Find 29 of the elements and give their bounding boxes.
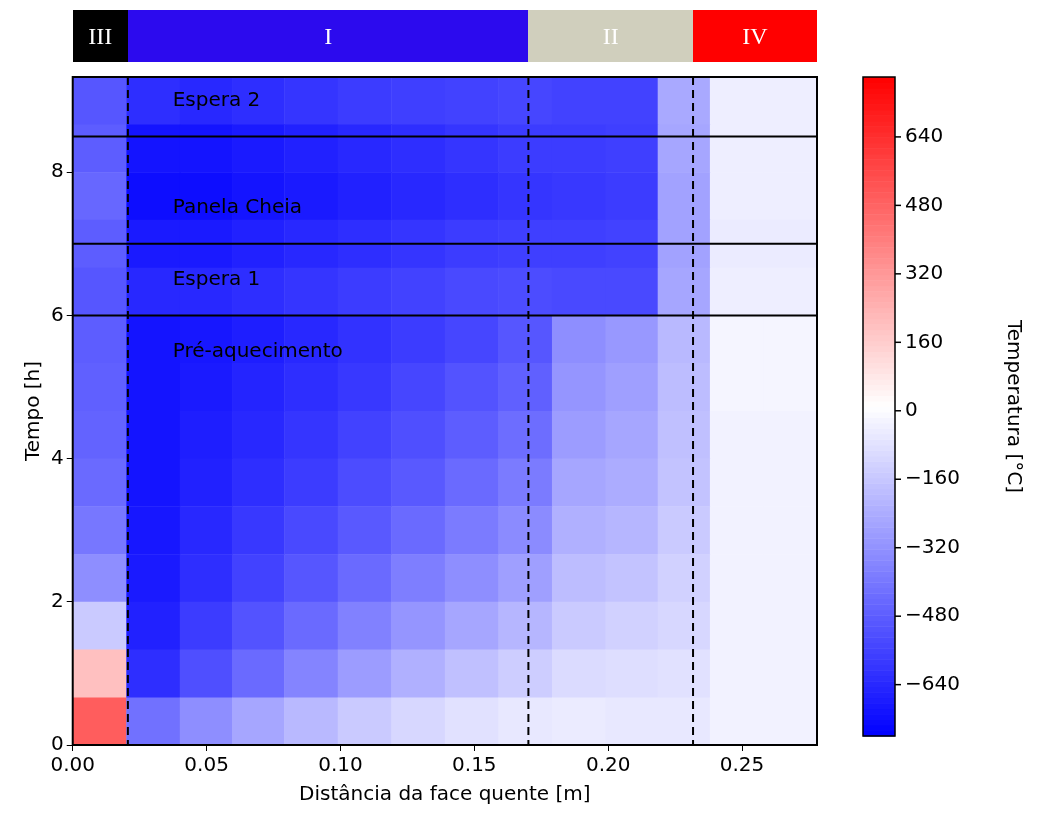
y-tick-label: 2	[50, 588, 64, 613]
layer-block: I	[127, 10, 529, 62]
layer-block: II	[528, 10, 694, 62]
x-tick-label: 0.20	[585, 752, 631, 777]
y-tick-label: 6	[50, 301, 64, 326]
annotation: Pré-aquecimento	[172, 337, 343, 362]
y-tick-label: 4	[50, 444, 64, 469]
color-bar-label: −320	[905, 533, 960, 558]
color-bar-label: 640	[905, 123, 944, 148]
color-bar-label: 320	[905, 260, 944, 285]
x-axis-title: Distância da face quente [m]	[299, 781, 591, 806]
ref-line-label: Espera 2	[172, 86, 261, 111]
color-bar-label: 160	[905, 328, 944, 353]
y-tick-label: 8	[50, 158, 64, 183]
x-tick-label: 0.05	[184, 752, 229, 777]
y-axis-title: Tempo [h]	[20, 360, 45, 463]
ref-line-label: Espera 1	[172, 265, 261, 290]
color-bar-label: −160	[905, 465, 960, 490]
x-tick-label: 0.15	[452, 752, 497, 777]
color-bar-label: 480	[905, 191, 944, 216]
layer-block: IV	[693, 10, 817, 62]
layer-block: III	[72, 10, 128, 62]
ref-line-label: Panela Cheia	[172, 194, 303, 219]
x-tick-label: 0.10	[318, 752, 363, 777]
color-bar-label: −480	[905, 602, 960, 627]
color-bar-label: −640	[905, 670, 960, 695]
x-tick-label: 0.25	[719, 752, 765, 777]
color-bar-title: Temperatura [°C]	[1002, 318, 1027, 494]
color-bar-label: 0	[905, 396, 918, 421]
